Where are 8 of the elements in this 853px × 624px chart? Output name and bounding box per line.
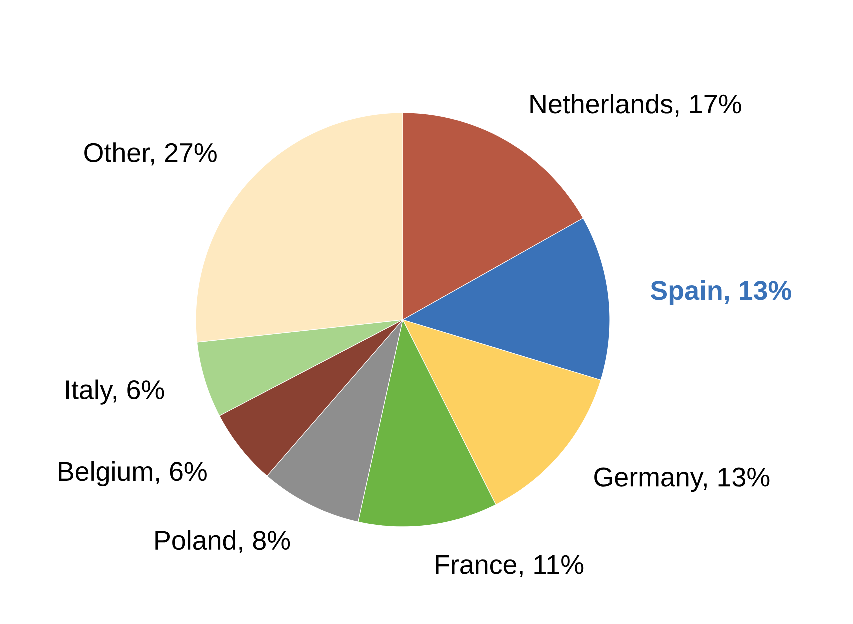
slice-label: Netherlands, 17% (530, 94, 742, 117)
slice-label: Spain, 13% (650, 280, 792, 306)
slice-label: Germany, 13% (594, 468, 770, 492)
slice-label: Other, 27% (84, 142, 217, 166)
slice-label: Italy, 6% (66, 380, 164, 405)
slice-label: France, 11% (436, 555, 584, 578)
slice-label: Belgium, 6% (59, 461, 207, 487)
slice-label: Poland, 8% (156, 530, 290, 554)
